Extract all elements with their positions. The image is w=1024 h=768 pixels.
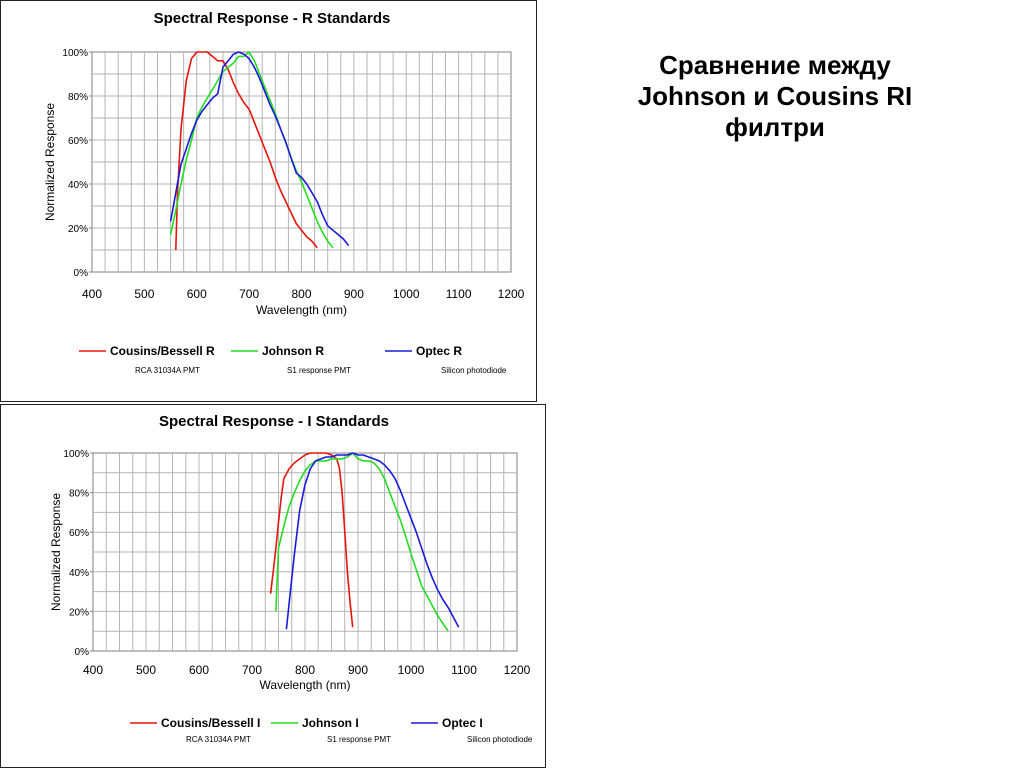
- r-legend-note-cousins-bessell-r: RCA 31034A PMT: [135, 366, 200, 375]
- i-x-tick-label: 800: [295, 663, 315, 677]
- i-legend-label-johnson-i: Johnson I: [302, 716, 359, 730]
- r-x-tick-label: 800: [291, 287, 311, 301]
- r-y-tick-label: 20%: [68, 224, 88, 235]
- r-y-axis-label: Normalized Response: [43, 103, 57, 221]
- i-x-tick-label: 1000: [398, 663, 425, 677]
- i-x-axis-label: Wavelength (nm): [260, 678, 351, 692]
- i-y-axis-label: Normalized Response: [49, 493, 63, 611]
- r-legend-label-optec-r: Optec R: [416, 344, 462, 358]
- r-legend-label-cousins-bessell-r: Cousins/Bessell R: [110, 344, 215, 358]
- r-y-tick-label: 60%: [68, 136, 88, 147]
- heading-line-1: Сравнение между: [659, 50, 891, 80]
- i-legend-label-optec-i: Optec I: [442, 716, 483, 730]
- r-x-tick-label: 600: [187, 287, 207, 301]
- r-legend-note-optec-r: Silicon photodiode: [441, 366, 507, 375]
- r-x-tick-label: 1100: [446, 287, 472, 301]
- i-standards-chart: Spectral Response - I Standards 0% 20% 40% 6…: [49, 413, 533, 744]
- i-y-tick-label: 40%: [69, 568, 89, 579]
- i-x-tick-label: 900: [348, 663, 368, 677]
- r-x-tick-label: 400: [82, 287, 102, 301]
- r-y-tick-label: 40%: [68, 180, 88, 191]
- r-legend-note-johnson-r: S1 response PMT: [287, 366, 351, 375]
- i-y-tick-label: 100%: [63, 449, 89, 460]
- r-x-axis-label: Wavelength (nm): [256, 303, 347, 317]
- i-y-tick-label: 20%: [69, 607, 89, 618]
- r-legend-label-johnson-r: Johnson R: [262, 344, 324, 358]
- i-series-line-cousins-bessell-i: [269, 452, 354, 628]
- r-standards-chart-panel: Spectral Response - R Standards 0% 20% 40% 6…: [0, 0, 537, 402]
- i-y-tick-label: 0%: [75, 647, 90, 658]
- r-y-tick-label: 0%: [74, 268, 89, 279]
- i-x-tick-label: 500: [136, 663, 156, 677]
- i-legend-note-cousins-bessell-i: RCA 31034A PMT: [186, 735, 251, 744]
- r-x-tick-label: 700: [239, 287, 259, 301]
- r-y-tick-label: 80%: [68, 92, 88, 103]
- i-chart-title: Spectral Response - I Standards: [159, 413, 389, 430]
- r-series-line-johnson-r: [169, 51, 334, 249]
- heading-line-2: Johnson и Cousins RI: [637, 81, 913, 111]
- i-legend-note-optec-i: Silicon photodiode: [467, 735, 533, 744]
- i-series-line-optec-i: [285, 452, 460, 630]
- i-y-tick-label: 80%: [69, 489, 89, 500]
- i-standards-chart-panel: Spectral Response - I Standards 0% 20% 40% 6…: [0, 404, 546, 768]
- slide-heading: Сравнение между Johnson и Cousins RI фил…: [585, 50, 965, 143]
- i-x-tick-label: 600: [189, 663, 209, 677]
- i-x-tick-label: 400: [83, 663, 103, 677]
- i-y-tick-label: 60%: [69, 528, 89, 539]
- heading-line-3: филтри: [725, 112, 825, 142]
- r-chart-title: Spectral Response - R Standards: [154, 10, 391, 27]
- r-x-tick-label: 1200: [498, 287, 525, 301]
- r-series-line-cousins-bessell-r: [175, 51, 318, 251]
- i-legend-label-cousins-bessell-i: Cousins/Bessell I: [161, 716, 260, 730]
- i-x-tick-label: 1100: [451, 663, 477, 677]
- r-x-tick-label: 1000: [393, 287, 420, 301]
- r-standards-chart: Spectral Response - R Standards 0% 20% 40% 6…: [43, 10, 525, 375]
- r-x-tick-label: 500: [134, 287, 154, 301]
- r-series-line-optec-r: [169, 51, 350, 247]
- i-x-tick-label: 700: [242, 663, 262, 677]
- i-series-line-johnson-i: [275, 452, 449, 632]
- r-y-tick-label: 100%: [62, 48, 88, 59]
- i-legend-note-johnson-i: S1 response PMT: [327, 735, 391, 744]
- r-x-tick-label: 900: [344, 287, 364, 301]
- i-x-tick-label: 1200: [504, 663, 531, 677]
